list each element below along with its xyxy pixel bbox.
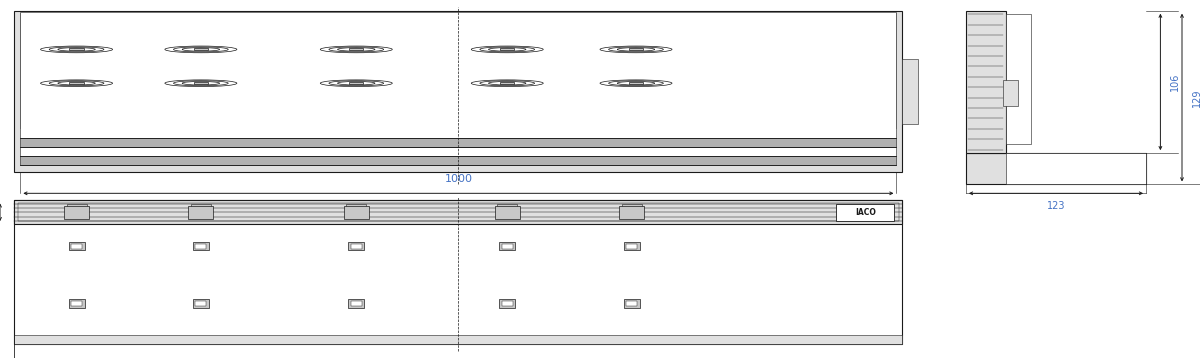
Ellipse shape <box>617 48 655 51</box>
Bar <box>344 206 368 219</box>
Bar <box>500 82 515 84</box>
Bar <box>348 242 365 251</box>
Bar <box>500 48 515 50</box>
Bar <box>193 82 208 84</box>
Ellipse shape <box>174 47 228 52</box>
Ellipse shape <box>182 48 220 51</box>
Bar <box>14 11 902 172</box>
Bar <box>14 200 902 224</box>
Bar <box>494 206 520 219</box>
Bar <box>68 242 84 251</box>
Bar <box>193 242 209 251</box>
Bar <box>188 206 214 219</box>
Text: 123: 123 <box>1046 201 1066 211</box>
Ellipse shape <box>480 81 535 86</box>
Bar <box>193 48 208 50</box>
Bar <box>71 244 82 249</box>
Text: 129: 129 <box>1192 88 1200 107</box>
Bar <box>20 156 896 165</box>
Bar <box>18 203 899 221</box>
Bar <box>1006 153 1146 184</box>
Bar <box>622 204 642 206</box>
Bar <box>70 48 84 50</box>
Bar <box>20 13 896 128</box>
Ellipse shape <box>329 81 384 86</box>
Bar <box>1006 14 1031 144</box>
Bar <box>20 147 896 156</box>
Bar <box>14 335 902 344</box>
Ellipse shape <box>337 48 374 51</box>
Bar <box>64 206 89 219</box>
Bar <box>626 244 637 249</box>
Bar <box>67 204 86 206</box>
Bar <box>502 301 512 306</box>
Bar <box>619 206 644 219</box>
Bar <box>191 204 211 206</box>
Bar <box>499 242 515 251</box>
Bar <box>624 299 640 308</box>
Ellipse shape <box>608 47 664 52</box>
Bar <box>629 48 643 50</box>
Bar <box>20 12 896 138</box>
Ellipse shape <box>49 81 104 86</box>
Ellipse shape <box>41 80 113 87</box>
Bar <box>902 59 918 124</box>
Bar <box>350 301 362 306</box>
Bar <box>349 48 364 50</box>
Bar <box>629 82 643 84</box>
Bar <box>349 82 364 84</box>
Ellipse shape <box>164 80 236 87</box>
Ellipse shape <box>174 81 228 86</box>
Bar <box>626 301 637 306</box>
Bar <box>502 244 512 249</box>
Bar <box>196 244 206 249</box>
Ellipse shape <box>472 46 544 53</box>
Text: IACO: IACO <box>854 208 876 217</box>
Bar <box>624 242 640 251</box>
Bar <box>350 244 362 249</box>
Ellipse shape <box>182 82 220 85</box>
Ellipse shape <box>488 48 526 51</box>
Bar <box>193 299 209 308</box>
Bar <box>497 204 517 206</box>
Ellipse shape <box>164 46 236 53</box>
Bar <box>20 138 896 147</box>
Ellipse shape <box>480 47 535 52</box>
Ellipse shape <box>608 81 664 86</box>
Bar <box>1003 80 1018 106</box>
Ellipse shape <box>600 80 672 87</box>
Bar <box>966 153 1146 184</box>
Ellipse shape <box>49 47 104 52</box>
Ellipse shape <box>320 80 392 87</box>
Bar <box>966 11 1006 153</box>
Bar <box>70 82 84 84</box>
Ellipse shape <box>58 82 95 85</box>
Bar <box>348 299 365 308</box>
Ellipse shape <box>58 48 95 51</box>
Ellipse shape <box>617 82 655 85</box>
Text: 1000: 1000 <box>444 174 473 184</box>
Ellipse shape <box>320 46 392 53</box>
Text: 106: 106 <box>1170 73 1180 91</box>
Ellipse shape <box>41 46 113 53</box>
Bar <box>347 204 366 206</box>
Bar <box>68 299 84 308</box>
Ellipse shape <box>488 82 526 85</box>
Ellipse shape <box>337 82 374 85</box>
Bar <box>196 301 206 306</box>
Ellipse shape <box>329 47 384 52</box>
Bar <box>71 301 82 306</box>
Bar <box>836 204 894 221</box>
Bar <box>14 200 902 344</box>
Ellipse shape <box>600 46 672 53</box>
Ellipse shape <box>472 80 544 87</box>
Bar <box>499 299 515 308</box>
